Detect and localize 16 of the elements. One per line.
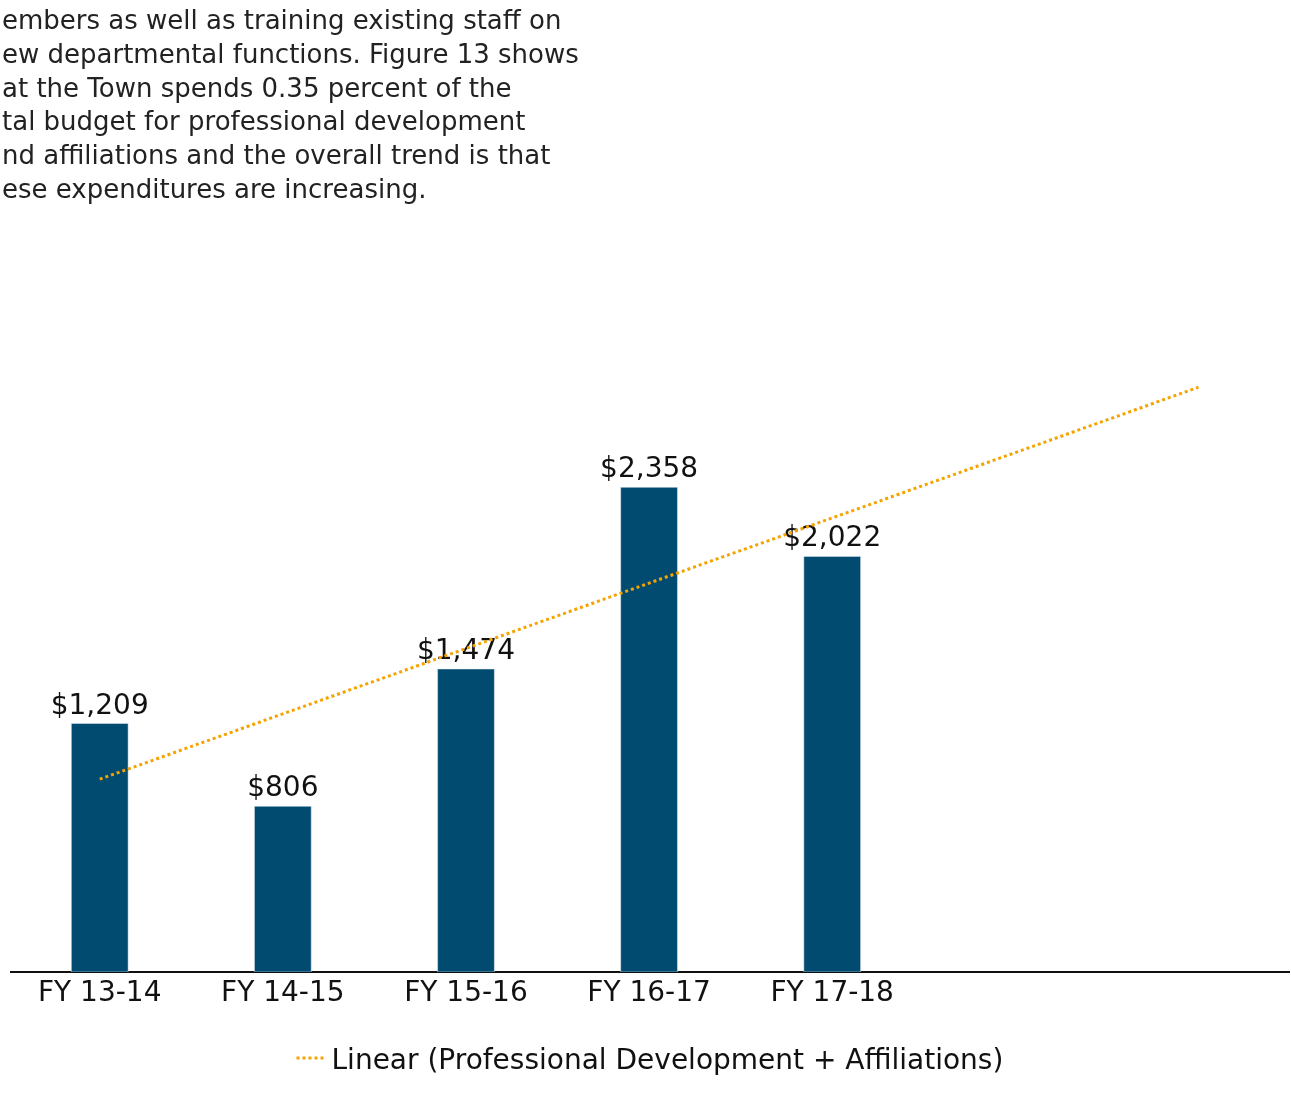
x-tick-label: FY 13-14 [37,975,162,1008]
data-label: $1,209 [50,687,149,721]
text: embers as well as training existing staff on ew departmental functions. Figure 13 shows at the Town spends 0.35 percent of the tal budget for professional development nd affiliations and the overall trend is that ese expenditures are increasing. [2,5,579,204]
data-label: $2,358 [600,451,699,485]
bar [71,723,129,972]
x-tick-label: FY 17-18 [770,975,894,1008]
x-tick-label: FY 16-17 [587,975,711,1008]
x-tick-label: FY 14-15 [221,975,345,1008]
bar [803,556,861,972]
data-label: $806 [247,770,319,804]
bar [437,668,495,972]
x-tick-label: FY 15-16 [404,975,528,1008]
bar [620,487,678,972]
data-label: $2,022 [783,520,882,554]
legend-label: Linear (Professional Development + Affiliations) [331,1043,1004,1077]
bar [254,806,312,972]
